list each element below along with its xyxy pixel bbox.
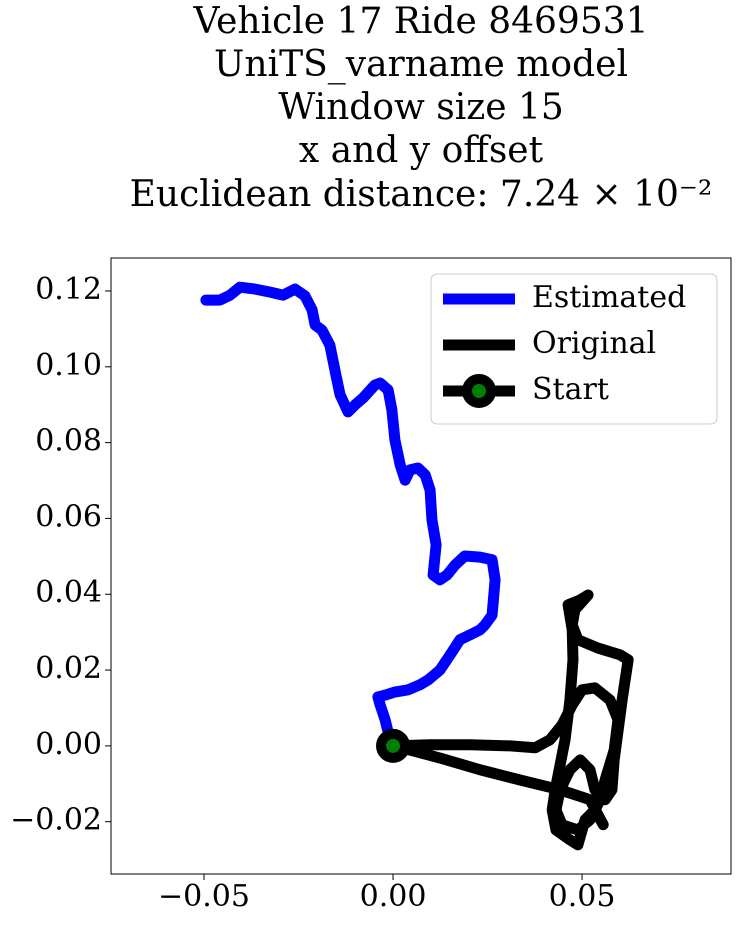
y-tick-label: 0.00 bbox=[35, 727, 102, 762]
chart-title: Euclidean distance: 7.24 × 10⁻² bbox=[130, 174, 713, 215]
x-tick-label: 0.05 bbox=[549, 879, 616, 914]
series-line bbox=[387, 589, 634, 851]
series-line bbox=[200, 281, 501, 752]
y-tick-label: 0.06 bbox=[35, 499, 102, 534]
plot-area bbox=[200, 281, 634, 851]
x-tick-label: 0.00 bbox=[360, 879, 427, 914]
y-tick-label: 0.02 bbox=[35, 651, 102, 686]
chart-title: Vehicle 17 Ride 8469531 bbox=[192, 1, 648, 42]
y-tick-label: 0.08 bbox=[35, 424, 102, 459]
y-tick-label: 0.10 bbox=[35, 348, 102, 383]
chart-title: Window size 15 bbox=[278, 87, 564, 128]
legend-label: Estimated bbox=[532, 280, 686, 315]
legend-label: Start bbox=[532, 372, 609, 407]
plot-frame bbox=[110, 257, 732, 875]
y-tick-label: 0.12 bbox=[35, 272, 102, 307]
legend-label: Original bbox=[532, 326, 656, 361]
legend-marker bbox=[462, 374, 496, 408]
chart-title: x and y offset bbox=[299, 130, 544, 171]
x-tick-label: −0.05 bbox=[158, 879, 250, 914]
y-tick-label: 0.04 bbox=[35, 575, 102, 610]
chart-title: UniTS_varname model bbox=[214, 44, 628, 85]
y-tick-label: −0.02 bbox=[10, 803, 102, 838]
start-marker bbox=[376, 728, 411, 763]
